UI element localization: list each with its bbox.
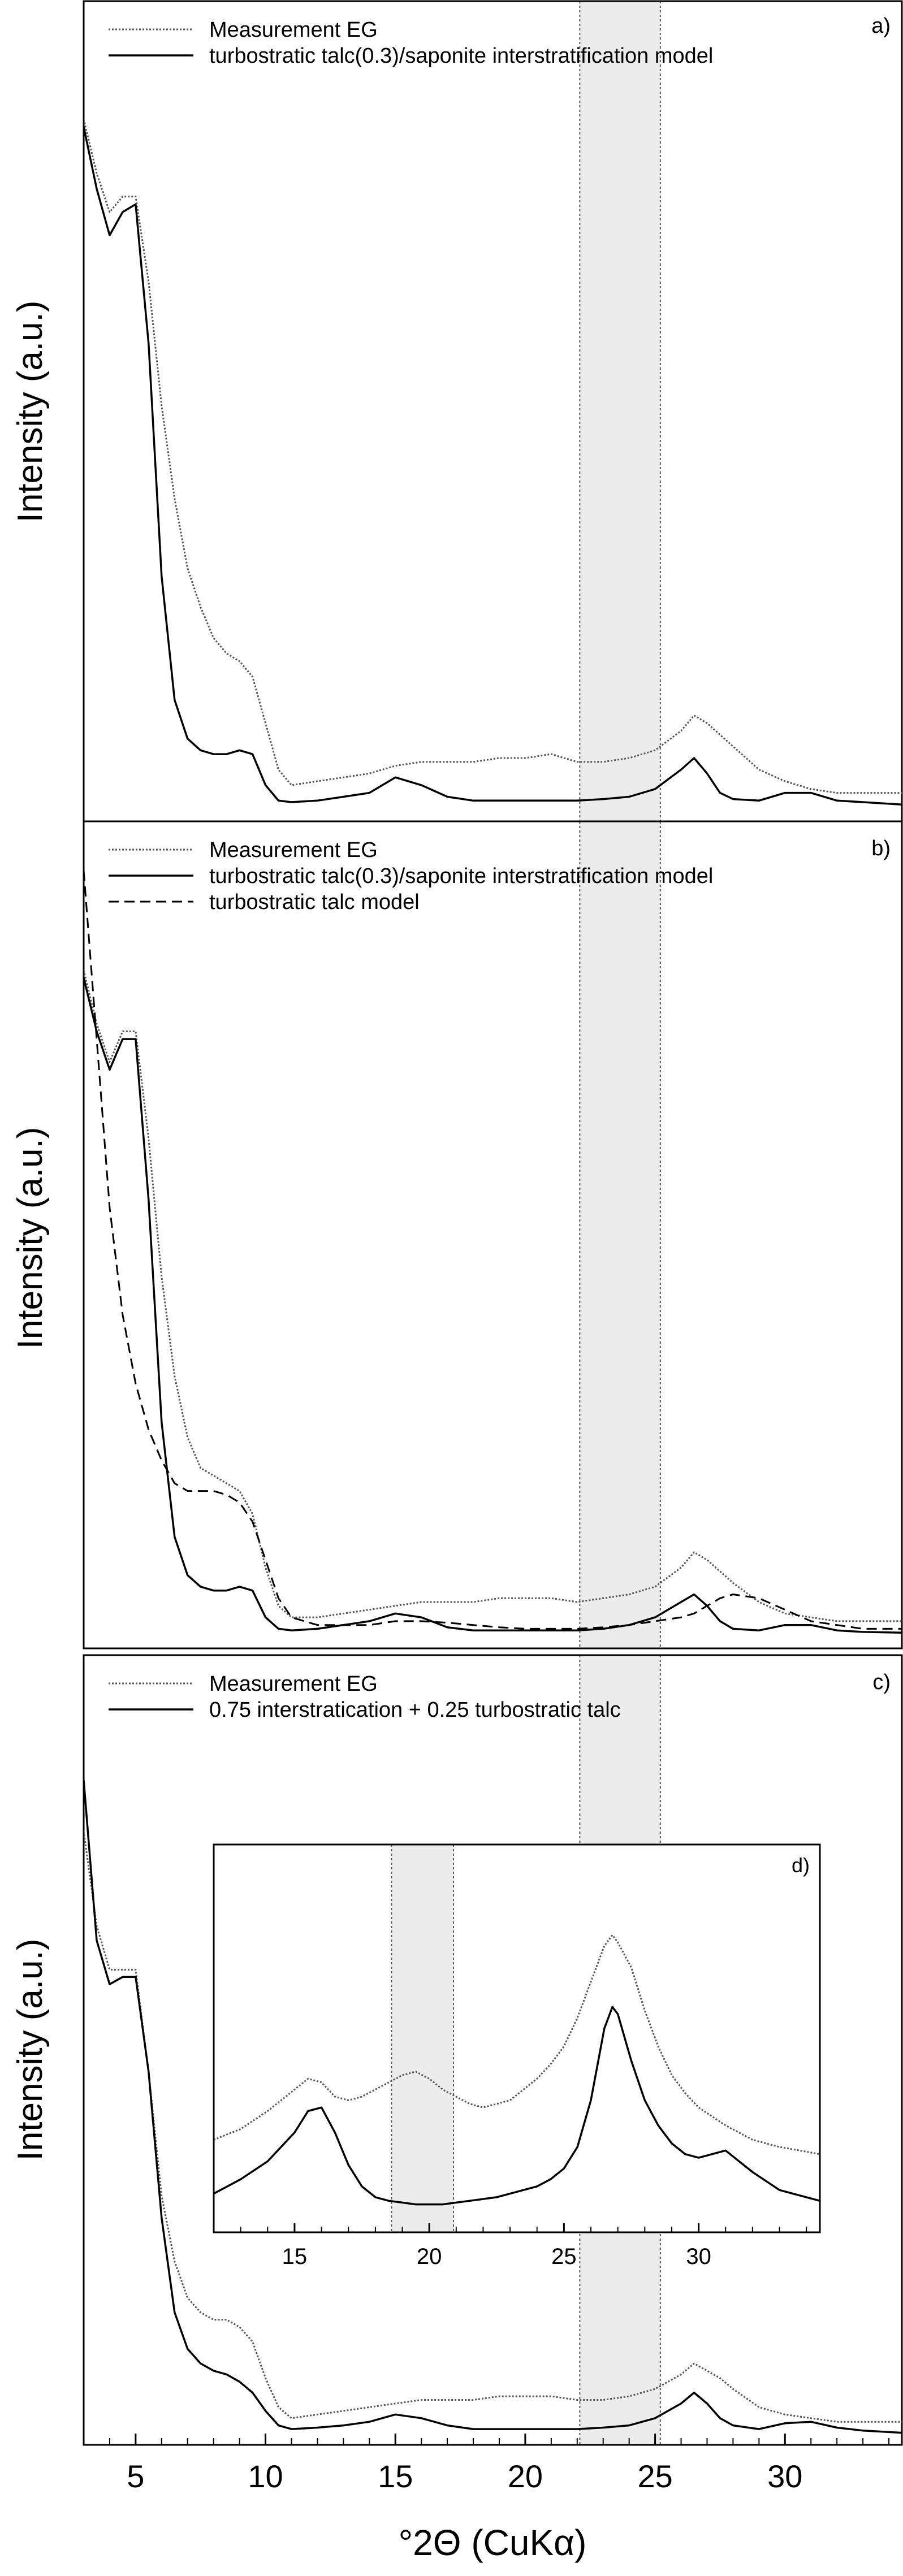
panel-b-series-dotted-line [84, 969, 902, 1622]
panel-b-series [84, 870, 902, 1634]
panel-b-series-solid-line [84, 977, 902, 1634]
panel-c-x-ticks: 5 10 15 20 25 30 [109, 2434, 890, 2494]
panel-a-corner-label: a) [871, 14, 891, 38]
shaded-band-segment [580, 1, 660, 821]
panel-c-legend: Measurement EG0.75 interstratication + 0… [109, 1672, 621, 1722]
panel-c-ylabel: Intensity (a.u.) [11, 1939, 50, 2161]
panel-c-series-dotted-line [84, 1831, 902, 2423]
inset-x-tick-label: 20 [417, 2244, 442, 2269]
legend-entry-label: turbostratic talc(0.3)/saponite interstr… [209, 44, 713, 68]
inset-x-tick-label: 25 [551, 2244, 577, 2269]
inset-d-background [214, 1845, 820, 2232]
panel-d-series [214, 1934, 820, 2206]
panel-d-series-solid-line [214, 2006, 820, 2206]
x-tick-label: 15 [378, 2458, 413, 2494]
inset-d-frame [213, 1843, 821, 2233]
panel-b-ylabel: Intensity (a.u.) [11, 1127, 50, 1349]
panel-b-series-dashed-line [84, 870, 902, 1630]
panel-c-series-solid-line [84, 1780, 902, 2434]
panel-d-series-dotted-line [214, 1934, 820, 2155]
inset-x-tick-label: 15 [282, 2244, 308, 2269]
inset-x-tick-label: 30 [686, 2244, 711, 2269]
panel-c-corner-label: c) [872, 1670, 891, 1694]
panel-a-series-dotted-line [84, 119, 902, 794]
x-axis-label: °2Θ (CuKα) [399, 2522, 587, 2563]
panel-a-series [84, 119, 902, 806]
legend-entry-label: turbostratic talc(0.3)/saponite interstr… [209, 864, 713, 888]
x-tick-label: 5 [127, 2458, 144, 2494]
panel-b-corner-label: b) [871, 837, 891, 860]
panel-a-frame [83, 0, 903, 822]
panel-c-series [84, 1780, 902, 2434]
x-tick-label: 25 [637, 2458, 672, 2494]
legend-entry-label: Measurement EG [209, 1672, 378, 1696]
panel-c-frame [83, 1654, 903, 2446]
inset-d-band-group [391, 1845, 455, 2232]
x-tick-label: 20 [508, 2458, 543, 2494]
inset-shaded-band [391, 1845, 454, 2232]
panel-a-series-solid-line [84, 127, 902, 806]
legend-entry-label: turbostratic talc model [209, 890, 420, 914]
panel-a-ylabel: Intensity (a.u.) [11, 301, 50, 523]
legend-entry-label: Measurement EG [209, 838, 378, 862]
panel-d-x-ticks: 15 20 25 30 [240, 2223, 807, 2269]
panel-d-corner-label: d) [792, 1854, 810, 1877]
legend-entry-label: 0.75 interstratication + 0.25 turbostrat… [209, 1698, 621, 1722]
x-tick-label: 10 [248, 2458, 283, 2494]
x-tick-label: 30 [767, 2458, 802, 2494]
panel-b-frame [83, 820, 903, 1649]
shaded-band-segment [580, 821, 660, 1648]
legend-entry-label: Measurement EG [209, 18, 378, 42]
